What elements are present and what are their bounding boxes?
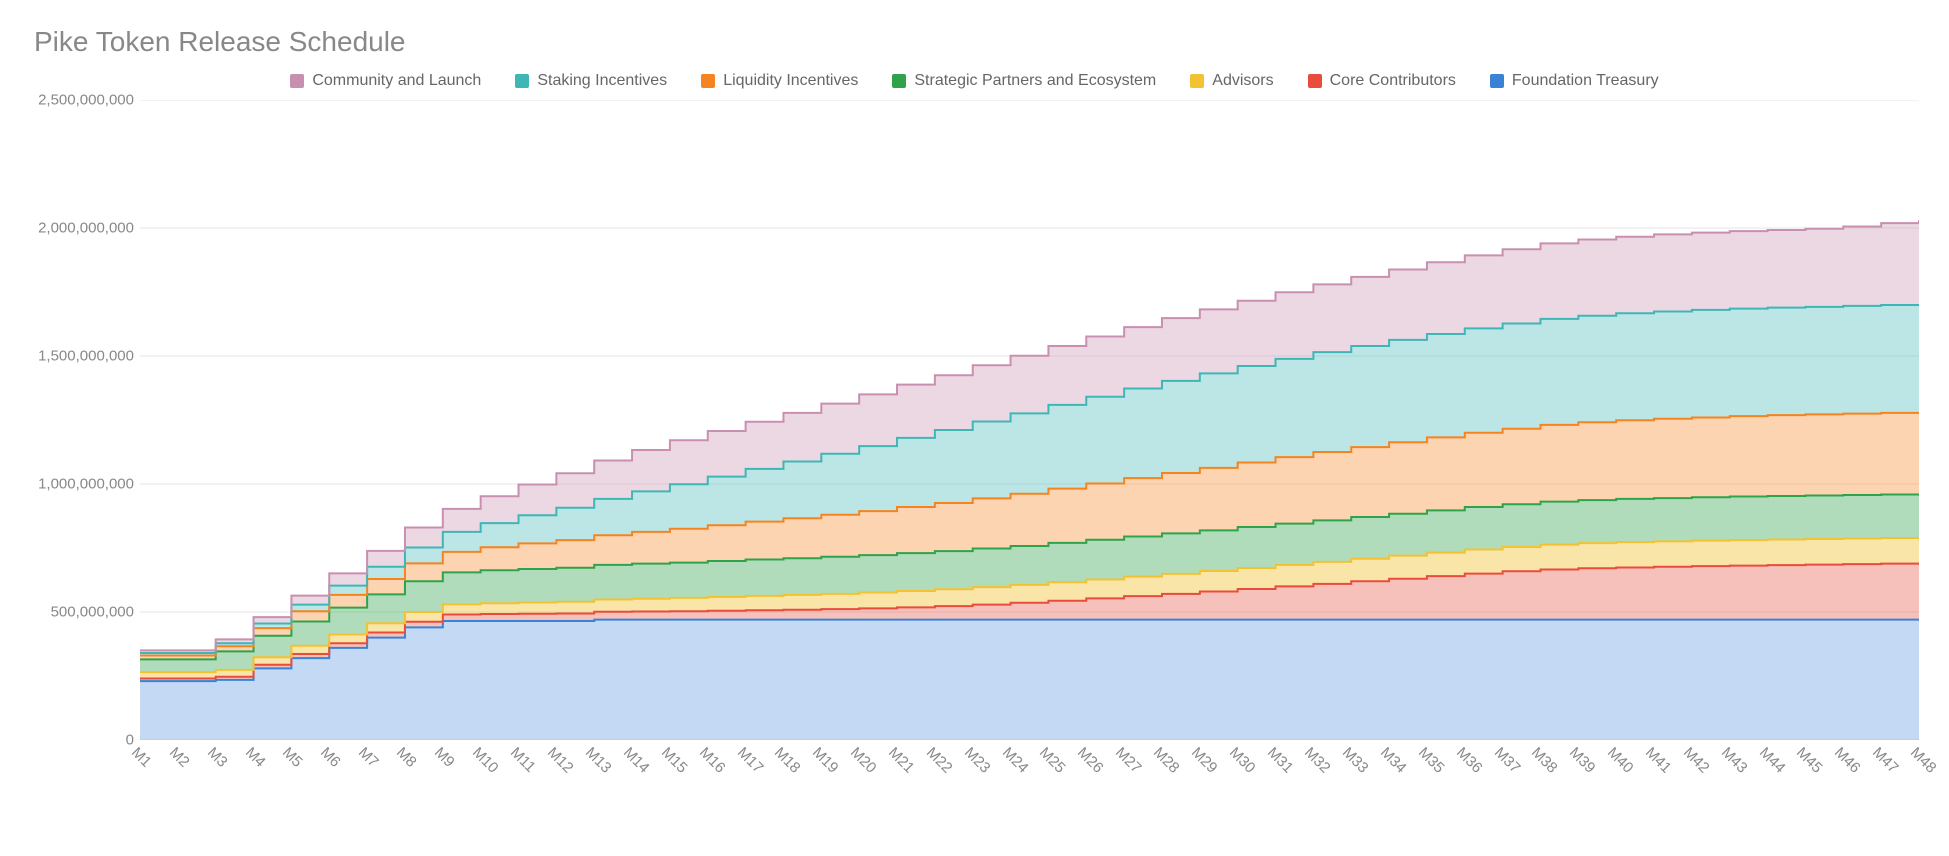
x-axis-tick-label: M36 [1453, 744, 1486, 777]
x-axis-tick-label: M5 [279, 744, 306, 771]
x-axis-labels: M1M2M3M4M5M6M7M8M9M10M11M12M13M14M15M16M… [140, 740, 1919, 788]
legend-swatch [701, 74, 715, 88]
legend-item[interactable]: Community and Launch [290, 72, 481, 90]
x-axis-tick-label: M16 [696, 744, 729, 777]
x-axis-tick-label: M38 [1528, 744, 1561, 777]
x-axis-tick-label: M42 [1680, 744, 1713, 777]
y-axis-tick-label: 2,500,000,000 [38, 92, 134, 109]
x-axis-tick-label: M10 [469, 744, 502, 777]
x-axis-tick-label: M48 [1907, 744, 1940, 777]
x-axis-tick-label: M17 [734, 744, 767, 777]
legend-label: Community and Launch [312, 72, 481, 90]
x-axis-tick-label: M24 [999, 744, 1032, 777]
legend-item[interactable]: Advisors [1190, 72, 1273, 90]
chart-container: Pike Token Release Schedule Community an… [0, 0, 1949, 856]
x-axis-tick-label: M34 [1377, 744, 1410, 777]
legend-label: Advisors [1212, 72, 1273, 90]
x-axis-tick-label: M20 [847, 744, 880, 777]
x-axis-tick-label: M11 [506, 744, 538, 776]
x-axis-tick-label: M19 [809, 744, 842, 777]
x-axis-tick-label: M4 [242, 744, 269, 771]
x-axis-tick-label: M29 [1188, 744, 1221, 777]
legend-item[interactable]: Liquidity Incentives [701, 72, 858, 90]
legend-swatch [1190, 74, 1204, 88]
legend-item[interactable]: Staking Incentives [515, 72, 667, 90]
x-axis-tick-label: M35 [1415, 744, 1448, 777]
legend-item[interactable]: Strategic Partners and Ecosystem [892, 72, 1156, 90]
x-axis-tick-label: M15 [658, 744, 691, 777]
series-area[interactable] [140, 620, 1919, 740]
chart-title: Pike Token Release Schedule [34, 26, 1919, 58]
x-axis-tick-label: M44 [1756, 744, 1789, 777]
x-axis-tick-label: M13 [582, 744, 615, 777]
x-axis-tick-label: M9 [431, 744, 458, 771]
legend-swatch [290, 74, 304, 88]
chart-svg [140, 100, 1919, 740]
y-axis-tick-label: 1,000,000,000 [38, 476, 134, 493]
chart-legend: Community and Launch Staking Incentives Li… [30, 72, 1919, 90]
x-axis-tick-label: M33 [1339, 744, 1372, 777]
legend-label: Strategic Partners and Ecosystem [914, 72, 1156, 90]
x-axis-tick-label: M23 [961, 744, 994, 777]
x-axis-tick-label: M8 [393, 744, 420, 771]
x-axis-tick-label: M3 [204, 744, 231, 771]
x-axis-tick-label: M21 [885, 744, 918, 777]
x-axis-tick-label: M1 [128, 744, 155, 771]
x-axis-tick-label: M26 [1074, 744, 1107, 777]
legend-label: Staking Incentives [537, 72, 667, 90]
legend-swatch [1308, 74, 1322, 88]
legend-label: Foundation Treasury [1512, 72, 1659, 90]
x-axis-tick-label: M40 [1604, 744, 1637, 777]
x-axis-tick-label: M12 [544, 744, 577, 777]
legend-swatch [515, 74, 529, 88]
x-axis-tick-label: M14 [620, 744, 653, 777]
legend-item[interactable]: Core Contributors [1308, 72, 1456, 90]
x-axis-tick-label: M39 [1566, 744, 1599, 777]
chart-plot-area: 0 500,000,000 1,000,000,000 1,500,000,000 2,… [30, 100, 1919, 788]
y-axis-tick-label: 1,500,000,000 [38, 348, 134, 365]
legend-item[interactable]: Foundation Treasury [1490, 72, 1659, 90]
x-axis-tick-label: M30 [1226, 744, 1259, 777]
y-axis-tick-label: 2,000,000,000 [38, 220, 134, 237]
x-axis-tick-label: M2 [166, 744, 193, 771]
x-axis-tick-label: M45 [1793, 744, 1826, 777]
x-axis-tick-label: M41 [1642, 744, 1675, 777]
x-axis-tick-label: M7 [355, 744, 382, 771]
x-axis-tick-label: M18 [771, 744, 804, 777]
x-axis-tick-label: M28 [1150, 744, 1183, 777]
legend-label: Core Contributors [1330, 72, 1456, 90]
x-axis-tick-label: M47 [1869, 744, 1902, 777]
x-axis-tick-label: M32 [1301, 744, 1334, 777]
legend-label: Liquidity Incentives [723, 72, 858, 90]
x-axis-tick-label: M22 [923, 744, 956, 777]
x-axis-tick-label: M6 [317, 744, 344, 771]
x-axis-tick-label: M43 [1718, 744, 1751, 777]
x-axis-tick-label: M46 [1831, 744, 1864, 777]
y-axis-tick-label: 0 [126, 732, 134, 749]
x-axis-tick-label: M37 [1491, 744, 1524, 777]
legend-swatch [892, 74, 906, 88]
y-axis-tick-label: 500,000,000 [51, 604, 134, 621]
x-axis-tick-label: M27 [1112, 744, 1145, 777]
y-axis-labels: 0500,000,0001,000,000,0001,500,000,0002,… [30, 100, 140, 740]
x-axis-tick-label: M25 [1036, 744, 1069, 777]
x-axis-tick-label: M31 [1264, 744, 1297, 777]
legend-swatch [1490, 74, 1504, 88]
